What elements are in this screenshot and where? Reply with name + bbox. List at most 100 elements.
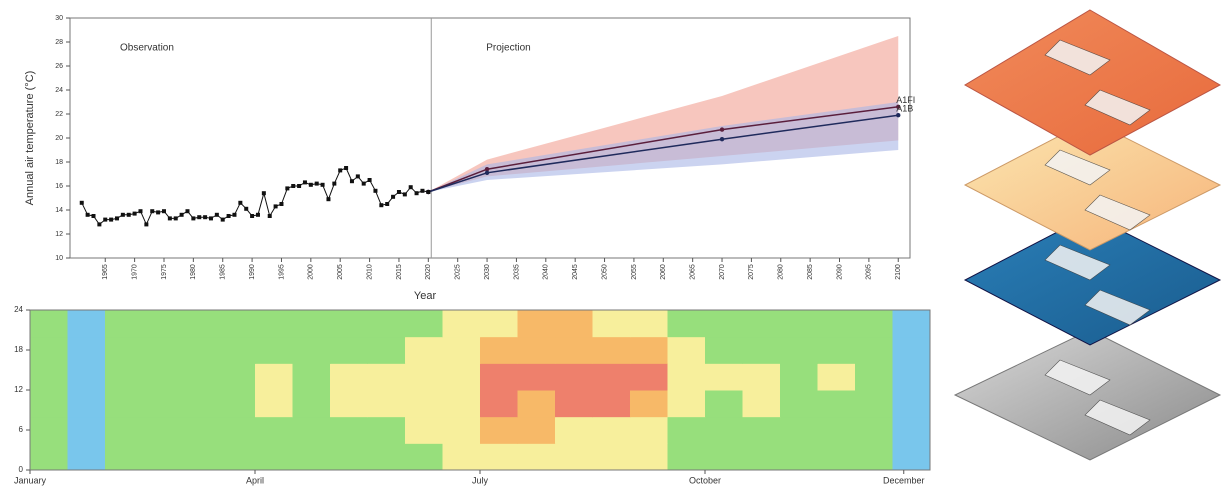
heat-cell [780,310,818,338]
heat-cell [330,336,368,364]
heat-cell [30,310,68,338]
heat-cell [30,363,68,391]
x-tick-label: 2020 [425,264,432,280]
observation-point [355,174,360,179]
observation-point [367,178,372,182]
observation-point [379,203,384,208]
heat-cell [517,390,556,418]
heat-cell [517,310,556,338]
heat-cell [817,416,856,444]
heat-cell [105,336,143,364]
heat-cell [742,336,781,364]
heat-cell [517,336,556,364]
observation-point [138,209,143,214]
heat-cell [630,390,668,418]
heat-cell [217,363,256,391]
observation-point [255,212,260,217]
x-tick-label: 2035 [513,264,520,280]
heat-cell [217,310,256,338]
observation-point [85,212,90,217]
x-tick-label: 2100 [895,264,902,280]
observation-point [214,212,219,217]
observation-point [344,166,349,170]
heat-cell [780,443,818,471]
x-tick-label: 2095 [866,264,873,280]
heat-cell [292,310,331,338]
heat-cell [105,416,143,444]
heat-cell [480,336,518,364]
heat-cell [142,443,181,471]
observation-point [185,209,190,214]
projection-point [896,104,901,110]
heat-cell [705,336,743,364]
heat-cell [667,390,706,418]
heat-cell [517,443,556,471]
y-tick-label: 18 [55,159,63,166]
heat-cell [142,310,181,338]
x-axis-label: Year [414,290,437,302]
heat-cell [255,336,293,364]
heat-cell [330,416,368,444]
heat-cell [817,310,856,338]
observation-point [220,217,225,222]
x-tick-label: 2055 [631,264,638,280]
y-tick-label: 18 [14,345,23,354]
observation-point [308,182,313,187]
observation-point [109,217,114,222]
heat-cell [255,363,293,391]
heat-cell [330,363,368,391]
heat-cell [555,416,593,444]
heat-cell [855,443,893,471]
observation-point [173,216,178,221]
observation-line [81,167,429,226]
observation-point [391,194,396,199]
y-tick-label: 10 [55,255,63,262]
observation-point [408,185,413,190]
heat-cell [855,363,893,391]
observation-point [261,191,266,196]
x-tick-label: 2025 [455,264,462,280]
heat-cell [442,310,481,338]
heat-cell [367,416,406,444]
x-tick-label: 2040 [543,264,550,280]
heat-cell [742,363,781,391]
observation-point [238,200,243,205]
observation-point [91,214,96,218]
observation-point [349,179,354,184]
heat-cell [142,363,181,391]
layer-orange [964,9,1222,156]
heat-cell [667,310,706,338]
projection-point [484,170,490,175]
heat-cell [142,390,181,418]
x-tick-label: 2050 [601,264,608,280]
x-tick-label: 2000 [308,264,315,280]
heat-cell [742,390,781,418]
heat-cell [667,363,706,391]
y-tick-label: 12 [14,385,23,394]
heat-cell [667,443,706,471]
heat-cell [405,310,443,338]
heat-cell [817,336,856,364]
heat-cell [67,443,106,471]
projection-point [719,127,725,132]
heat-cell [817,390,856,418]
heat-cell [292,363,331,391]
y-axis-label: Annual air temperature (°C) [24,71,36,206]
observation-point [320,182,325,187]
x-tick-label: 1970 [131,264,138,280]
heat-cell [405,336,443,364]
projection-line [428,106,899,193]
observation-point [302,180,307,185]
observation-point [167,216,172,221]
heat-cell [442,363,481,391]
heat-cell [367,336,406,364]
heat-cell [255,390,293,418]
heat-cell [292,336,331,364]
x-tick-label: 2045 [572,264,579,280]
observation-point [402,192,407,197]
observation-point [332,181,337,186]
heat-cell [592,336,631,364]
heat-cell [892,310,931,338]
x-tick-label: 1985 [220,264,227,280]
